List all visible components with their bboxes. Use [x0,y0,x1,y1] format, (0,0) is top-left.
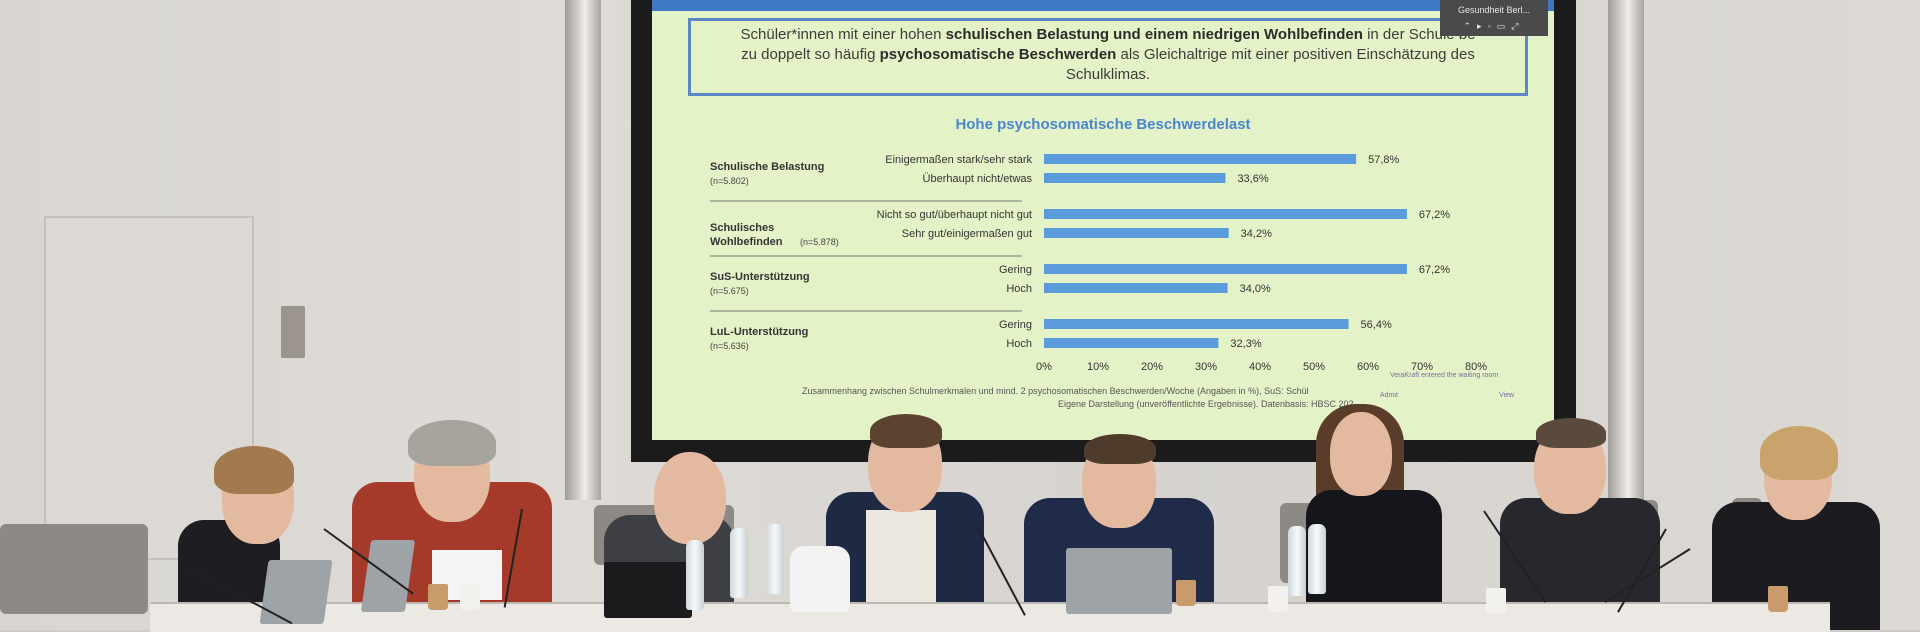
x-tick-label: 0% [1036,361,1052,373]
x-tick-label: 20% [1141,361,1163,373]
callout-text: Schüler*innen mit einer hohen [740,26,946,43]
water-bottle [686,540,704,610]
callout-text: als Gleichaltrige mit einer positiven Ei… [1116,46,1475,63]
coffee-cup [1176,580,1196,606]
group-n-label: (n=5.802) [710,176,749,186]
bar [1044,209,1407,219]
bar-value-label: 34,2% [1241,228,1272,240]
callout-bold-text: schulischen Belastung und einem niedrige… [945,26,1363,43]
coffee-cup [1768,586,1788,612]
right-speaker-column [1608,0,1644,500]
bar [1044,154,1357,164]
bar-category-label: Hoch [1006,338,1032,350]
slide-top-bar [652,0,1554,11]
chat-admit-button: Admit [1380,392,1398,399]
door-sign [281,306,305,358]
wall-door [44,216,254,560]
water-bottle [1308,524,1326,594]
bar [1044,264,1407,274]
bar-category-label: Gering [999,264,1032,276]
chart-footnote: Zusammenhang zwischen Schulmerkmalen und… [802,386,1309,396]
zoom-chat-notification: VeraKraft entered the waiting room [1390,372,1499,379]
bar-category-label: Einigermaßen stark/sehr stark [885,154,1032,166]
coffee-cup [428,584,448,610]
bar-value-label: 34,0% [1240,283,1271,295]
bar [1044,228,1229,238]
zoom-overlay-window: Gesundheit Berl... ⌃▸◦▭⤢ [1440,0,1548,36]
group-label: Schulisches [710,222,774,234]
conference-camera [790,546,850,612]
x-tick-label: 60% [1357,361,1379,373]
bar-category-label: Nicht so gut/überhaupt nicht gut [877,209,1032,221]
cup [1268,586,1288,612]
x-tick-label: 80% [1465,361,1487,373]
water-bottle [730,528,748,598]
cup [460,584,480,610]
projection-screen: Schüler*innen mit einer hohen schulische… [652,0,1554,440]
bar-category-label: Überhaupt nicht/etwas [923,173,1033,185]
bar [1044,319,1349,329]
x-tick-label: 50% [1303,361,1325,373]
group-label: Schulische Belastung [710,161,824,173]
group-n-label: (n=5.878) [800,237,839,247]
water-bottle [766,524,784,594]
chart-title: Hohe psychosomatische Beschwerdelast [955,116,1251,133]
chair [0,524,148,614]
zoom-window-title: Gesundheit Berl... [1457,5,1531,15]
laptop [259,560,333,624]
bar-category-label: Gering [999,319,1032,331]
x-tick-label: 10% [1087,361,1109,373]
group-label: Wohlbefinden [710,236,783,248]
chart-footnote: Eigene Darstellung (unveröffentlichte Er… [1058,399,1354,409]
water-bottle [1288,526,1306,596]
bar-value-label: 33,6% [1237,173,1268,185]
cup [1486,588,1506,614]
group-n-label: (n=5.636) [710,341,749,351]
bar-chart: Schulische Belastung (n=5.802) Einigermaße… [710,154,1487,373]
bar-value-label: 67,2% [1419,264,1450,276]
laptop [1066,548,1172,614]
bar-value-label: 57,8% [1368,154,1399,166]
bar [1044,173,1226,183]
bar-value-label: 56,4% [1361,319,1392,331]
group-label: LuL-Unterstützung [710,326,808,338]
x-tick-label: 70% [1411,361,1433,373]
callout-bold-text: psychosomatische Beschwerden [879,46,1117,63]
bar-category-label: Hoch [1006,283,1032,295]
bar [1044,283,1228,293]
x-tick-label: 30% [1195,361,1217,373]
group-n-label: (n=5.675) [710,286,749,296]
callout-text: zu doppelt so häufig [741,46,880,63]
slide-callout-box: Schüler*innen mit einer hohen schulische… [688,18,1528,96]
left-speaker-column [565,0,601,500]
callout-text: Schulklimas. [1065,66,1151,83]
laptop [604,562,692,618]
bar-value-label: 67,2% [1419,209,1450,221]
zoom-controls-icon: ⌃▸◦▭⤢ [1463,21,1525,31]
bar [1044,338,1219,348]
bar-value-label: 32,3% [1230,338,1261,350]
group-label: SuS-Unterstützung [710,271,810,283]
chat-view-button: View [1499,392,1515,399]
bar-category-label: Sehr gut/einigermaßen gut [902,228,1032,240]
x-tick-label: 40% [1249,361,1271,373]
